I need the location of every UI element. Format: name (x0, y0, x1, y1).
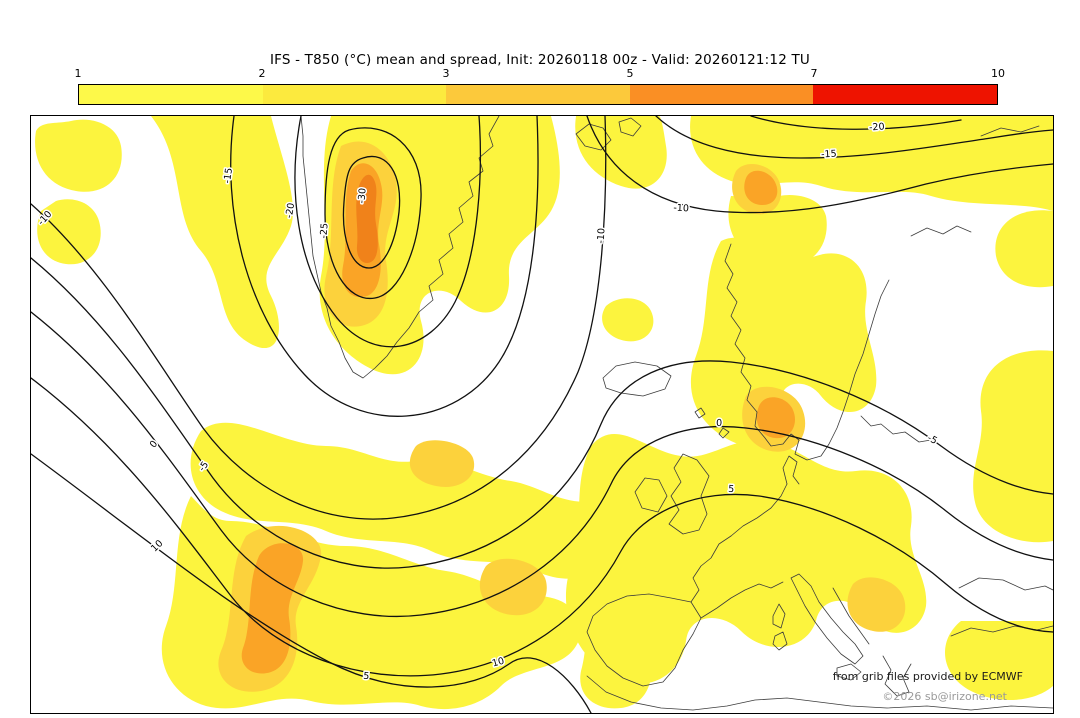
colorbar-bar (78, 84, 998, 105)
colorbar-segment (446, 85, 630, 104)
colorbar-tick-label: 1 (74, 67, 82, 80)
coastline (586, 593, 702, 687)
colorbar-segment (79, 85, 263, 104)
contour-label: -10 (595, 228, 607, 244)
spread-region-1-2 (995, 210, 1053, 288)
contour-label: 10 (149, 538, 165, 554)
coastline (724, 243, 890, 461)
spread-region-1-2 (690, 237, 877, 447)
coastline (700, 581, 784, 619)
contour-label: -25 (318, 223, 330, 239)
coastline (718, 427, 730, 439)
spread-region-1-2 (973, 350, 1053, 543)
coastline-layer (300, 116, 1053, 711)
contour-label: 0 (716, 418, 722, 429)
colorbar-segment (629, 85, 814, 104)
contour-line (230, 116, 539, 417)
contour-line (294, 116, 482, 348)
coastline (772, 631, 788, 651)
coastline (772, 603, 786, 629)
coastline (958, 577, 1053, 591)
coastline (300, 116, 500, 379)
contour-label: -20 (284, 202, 298, 219)
spread-region-1-2 (37, 199, 101, 265)
contour-line (31, 377, 1053, 677)
copyright: ©2026 sb@irizone.net (882, 690, 1007, 703)
coastline (575, 123, 612, 151)
spread-region-2-3 (847, 577, 906, 632)
coastline (782, 455, 800, 485)
colorbar-segment (813, 85, 997, 104)
coastline (950, 625, 1053, 637)
contour-layer (31, 116, 1053, 713)
coastline (910, 225, 972, 237)
contour-label: 5 (363, 671, 370, 683)
map-area: -30 -25 -20 -15 -15 -20 -10 -10 -10 -5 -5 0 0 5 5 10 10 … (30, 115, 1054, 714)
colorbar-ticks: 1 2 3 5 7 10 (74, 67, 1006, 82)
spread-region-1-2 (35, 119, 122, 192)
coastline (860, 415, 932, 443)
contour-label: -5 (925, 433, 939, 447)
spread-region-2-3 (409, 440, 475, 487)
coastline (836, 663, 862, 681)
coastline (586, 675, 1053, 711)
contour-label: -20 (869, 121, 885, 133)
colorbar-segment (262, 85, 447, 104)
coastline (882, 655, 912, 697)
chart-title: IFS - T850 (°C) mean and spread, Init: 2… (269, 52, 811, 68)
spread-region-3-5 (756, 397, 795, 439)
coastline (790, 573, 864, 665)
data-credit: from grib files provided by ECMWF (832, 670, 1023, 683)
coastline (694, 407, 706, 419)
contour-label: -10 (673, 203, 689, 215)
spread-region-1-2 (190, 422, 637, 579)
spread-region-1-2 (565, 433, 927, 684)
contour-line (324, 127, 422, 300)
coastline (690, 535, 732, 603)
spread-region-3-5 (241, 543, 304, 674)
spread-region-2-3 (479, 558, 547, 616)
coastline (618, 117, 642, 137)
spread-region-1-2 (602, 298, 654, 342)
contour-line (342, 155, 401, 269)
contour-label: -15 (821, 149, 837, 161)
contour-line (750, 116, 962, 130)
coastline (980, 125, 1040, 137)
coastline (634, 477, 668, 513)
contour-line (655, 116, 1053, 159)
spread-region-5-7 (356, 174, 378, 264)
contour-label: -15 (222, 167, 235, 184)
contour-label: 10 (491, 656, 506, 670)
spread-fill-layer-4 (356, 174, 378, 264)
contour-label: 5 (728, 484, 735, 495)
spread-region-3-5 (744, 170, 778, 206)
colorbar-tick-label: 3 (442, 67, 450, 80)
colorbar-tick-label: 10 (991, 67, 1005, 80)
contour-line (31, 116, 607, 520)
contour-line (31, 453, 592, 713)
spread-region-1-2 (690, 116, 1053, 211)
spread-region-1-2 (944, 621, 1053, 701)
contour-line (31, 257, 1053, 569)
spread-fill-layer-1 (35, 116, 1053, 710)
contour-line (586, 116, 1053, 214)
contour-label: -30 (356, 188, 368, 204)
coastline (832, 587, 870, 645)
coastline (602, 361, 672, 397)
coastline (730, 483, 788, 537)
spread-region-1-2 (151, 116, 293, 349)
colorbar-tick-label: 7 (810, 67, 818, 80)
coastline (668, 453, 710, 535)
colorbar-tick-label: 5 (626, 67, 634, 80)
contour-line (31, 311, 1053, 618)
colorbar-tick-label: 2 (258, 67, 266, 80)
spread-region-1-2 (575, 116, 667, 189)
